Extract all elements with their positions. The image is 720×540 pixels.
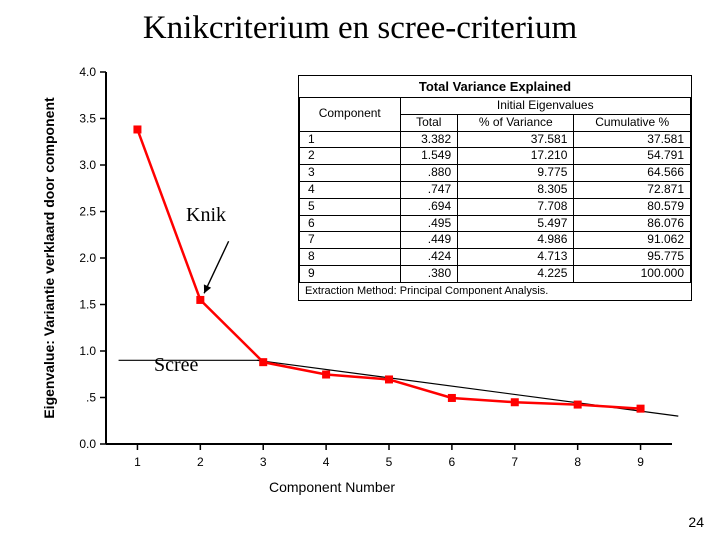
svg-text:2.5: 2.5 bbox=[79, 205, 96, 219]
variance-table: Total Variance Explained Component Initi… bbox=[298, 75, 692, 301]
svg-text:.5: .5 bbox=[86, 391, 96, 405]
table-row: 5.6947.70880.579 bbox=[300, 198, 691, 215]
scree-label: Scree bbox=[154, 354, 198, 377]
svg-text:0.0: 0.0 bbox=[79, 437, 96, 451]
knik-label: Knik bbox=[186, 204, 226, 227]
svg-text:4.0: 4.0 bbox=[79, 65, 96, 79]
slide-root: Knikcriterium en scree-criterium 0.0 .5 1.… bbox=[0, 0, 720, 540]
svg-text:7: 7 bbox=[511, 455, 518, 469]
col-pct: % of Variance bbox=[458, 114, 574, 131]
col-super: Initial Eigenvalues bbox=[400, 98, 691, 115]
table-row: 8.4244.71395.775 bbox=[300, 249, 691, 266]
svg-text:4: 4 bbox=[323, 455, 330, 469]
svg-text:2.0: 2.0 bbox=[79, 251, 96, 265]
table-row: 9.3804.225100.000 bbox=[300, 265, 691, 282]
table-row: 3.8809.77564.566 bbox=[300, 165, 691, 182]
svg-text:Component Number: Component Number bbox=[269, 479, 395, 495]
table-body: Component Initial Eigenvalues Total % of… bbox=[299, 97, 691, 283]
col-component: Component bbox=[300, 98, 401, 132]
svg-text:1.5: 1.5 bbox=[79, 298, 96, 312]
svg-text:3: 3 bbox=[260, 455, 267, 469]
col-total: Total bbox=[400, 114, 458, 131]
page-title: Knikcriterium en scree-criterium bbox=[0, 10, 720, 47]
svg-text:5: 5 bbox=[386, 455, 393, 469]
table-row: 4.7478.30572.871 bbox=[300, 181, 691, 198]
svg-text:3.5: 3.5 bbox=[79, 112, 96, 126]
table-row: 13.38237.58137.581 bbox=[300, 131, 691, 148]
table-row: 6.4955.49786.076 bbox=[300, 215, 691, 232]
col-cum: Cumulative % bbox=[574, 114, 691, 131]
page-number: 24 bbox=[688, 514, 704, 530]
svg-text:6: 6 bbox=[449, 455, 456, 469]
table-row: 7.4494.98691.062 bbox=[300, 232, 691, 249]
table-row: 21.54917.21054.791 bbox=[300, 148, 691, 165]
svg-text:1: 1 bbox=[134, 455, 141, 469]
svg-text:8: 8 bbox=[574, 455, 581, 469]
svg-text:9: 9 bbox=[637, 455, 644, 469]
svg-text:Eigenvalue: Variantie verklaar: Eigenvalue: Variantie verklaard door com… bbox=[41, 97, 57, 419]
svg-text:3.0: 3.0 bbox=[79, 158, 96, 172]
svg-text:2: 2 bbox=[197, 455, 204, 469]
svg-text:1.0: 1.0 bbox=[79, 344, 96, 358]
table-title: Total Variance Explained bbox=[299, 76, 691, 97]
table-footnote: Extraction Method: Principal Component A… bbox=[299, 283, 691, 300]
